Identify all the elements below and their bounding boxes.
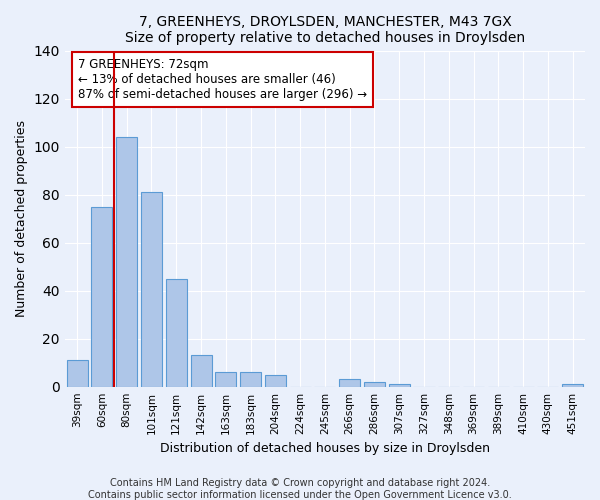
Text: 7 GREENHEYS: 72sqm
← 13% of detached houses are smaller (46)
87% of semi-detache: 7 GREENHEYS: 72sqm ← 13% of detached hou… (77, 58, 367, 100)
Bar (67, 360, 88, 386)
Bar (339, 380, 360, 386)
Text: Contains HM Land Registry data © Crown copyright and database right 2024.
Contai: Contains HM Land Registry data © Crown c… (88, 478, 512, 500)
Bar (562, 384, 583, 386)
Bar (166, 278, 187, 386)
Bar (265, 374, 286, 386)
X-axis label: Distribution of detached houses by size in Droylsden: Distribution of detached houses by size … (160, 442, 490, 455)
Bar (116, 137, 137, 386)
Bar (389, 384, 410, 386)
Bar (364, 382, 385, 386)
Bar (191, 356, 212, 386)
Bar (141, 192, 162, 386)
Bar (91, 206, 112, 386)
Title: 7, GREENHEYS, DROYLSDEN, MANCHESTER, M43 7GX
Size of property relative to detach: 7, GREENHEYS, DROYLSDEN, MANCHESTER, M43… (125, 15, 525, 45)
Bar (240, 372, 261, 386)
Y-axis label: Number of detached properties: Number of detached properties (15, 120, 28, 317)
Bar (215, 372, 236, 386)
